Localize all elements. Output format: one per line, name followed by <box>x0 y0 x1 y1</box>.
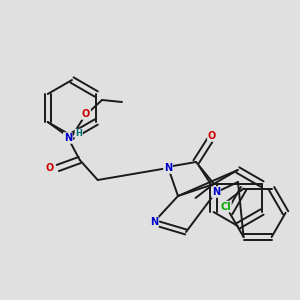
Text: O: O <box>46 163 54 173</box>
Text: N: N <box>164 163 172 173</box>
Text: Cl: Cl <box>220 202 231 212</box>
Text: N: N <box>150 217 158 227</box>
Text: O: O <box>82 109 90 119</box>
Text: N: N <box>212 187 220 197</box>
Text: N: N <box>64 133 72 143</box>
Text: O: O <box>208 131 216 141</box>
Text: H: H <box>75 130 82 139</box>
